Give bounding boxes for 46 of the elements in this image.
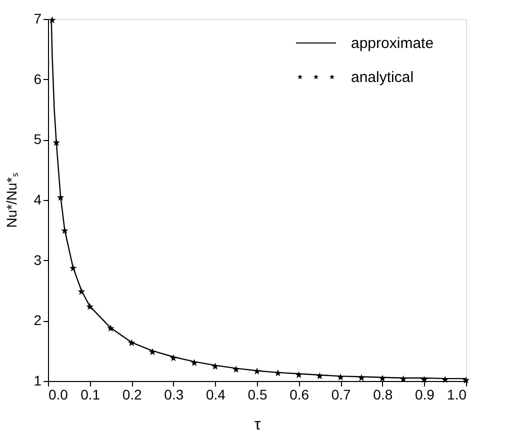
x-tick-label: 0.9 [414,386,435,402]
legend-label: analytical [351,69,414,86]
y-axis-title: Nu*/Nu*ₛ [4,173,20,228]
point [69,264,77,272]
point [420,376,428,383]
point [274,369,282,376]
point [441,376,449,383]
point [78,288,86,295]
point [400,375,407,382]
point [61,226,68,234]
x-tick-label: 0.5 [248,386,268,402]
point [170,354,178,362]
x-tick-label: 0.1 [80,386,100,402]
y-tick-label: 6 [34,70,42,87]
point [52,138,60,146]
point [316,372,324,380]
x-tick-label: 0.2 [122,386,142,402]
point [358,374,366,382]
point [190,359,198,366]
x-tick-label: 1.0 [447,386,467,402]
point [148,348,156,356]
point [48,16,56,24]
x-tick-label: 0.8 [373,386,393,402]
point [295,371,302,378]
x-tick-label: 0.7 [331,386,352,402]
y-tick-label: 7 [34,10,42,26]
point [128,339,136,346]
x-tick-label: 0.6 [290,386,310,402]
x-tick-label: 0.0 [48,386,68,402]
y-tick-label: 5 [34,131,42,148]
point [107,324,114,332]
y-tick-label: 4 [34,192,42,208]
point [378,374,386,382]
x-tick-label: 0.3 [164,386,184,402]
point [336,374,344,381]
point [86,302,94,310]
point [462,376,470,384]
x-tick-label: 0.4 [206,386,226,402]
point [212,362,219,370]
y-tick-label: 3 [34,252,42,268]
x-axis-title: τ [254,416,262,434]
y-tick-label: 2 [34,312,42,328]
legend-label: approximate [351,35,434,52]
y-tick-label: 1 [34,372,42,388]
point [232,366,240,373]
point [56,194,64,201]
